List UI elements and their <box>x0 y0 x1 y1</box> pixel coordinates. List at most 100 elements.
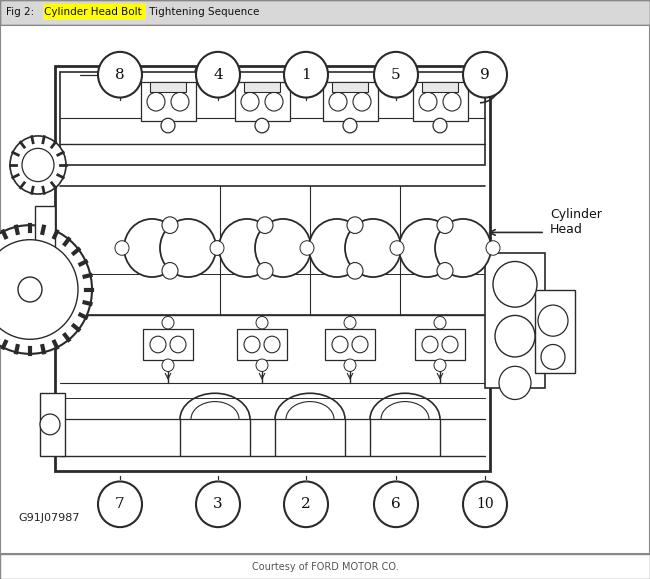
Circle shape <box>98 52 142 97</box>
Circle shape <box>306 241 320 255</box>
Circle shape <box>300 241 314 255</box>
Circle shape <box>434 359 446 372</box>
Circle shape <box>347 262 363 279</box>
Circle shape <box>0 240 78 339</box>
Circle shape <box>211 241 225 255</box>
Bar <box>141 82 196 122</box>
Bar <box>244 82 280 92</box>
Circle shape <box>329 92 347 111</box>
Circle shape <box>343 118 357 133</box>
Circle shape <box>284 482 328 527</box>
Bar <box>485 253 545 388</box>
Circle shape <box>332 336 348 353</box>
Circle shape <box>162 262 178 279</box>
Bar <box>40 393 65 456</box>
Bar <box>43 5 146 20</box>
Circle shape <box>147 92 165 111</box>
Circle shape <box>499 367 531 400</box>
Circle shape <box>196 482 240 527</box>
Circle shape <box>22 148 54 182</box>
Circle shape <box>486 241 500 255</box>
Circle shape <box>98 482 142 527</box>
Bar <box>422 82 458 92</box>
Text: 1: 1 <box>301 68 311 82</box>
Bar <box>413 82 468 122</box>
Circle shape <box>443 92 461 111</box>
Circle shape <box>161 118 175 133</box>
Circle shape <box>442 336 458 353</box>
Text: 4: 4 <box>213 68 223 82</box>
Text: 6: 6 <box>391 497 401 511</box>
Bar <box>60 72 485 165</box>
Circle shape <box>210 241 224 255</box>
Bar <box>35 207 55 253</box>
Text: G91J07987: G91J07987 <box>18 513 79 523</box>
Circle shape <box>257 217 273 233</box>
Circle shape <box>40 414 60 435</box>
Text: 3: 3 <box>213 497 223 511</box>
Circle shape <box>256 317 268 329</box>
Circle shape <box>463 482 507 527</box>
Bar <box>415 329 465 360</box>
Bar <box>237 329 287 360</box>
Circle shape <box>171 92 189 111</box>
Circle shape <box>419 92 437 111</box>
Bar <box>332 82 368 92</box>
Circle shape <box>344 359 356 372</box>
Circle shape <box>538 305 568 336</box>
Text: 7: 7 <box>115 497 125 511</box>
Bar <box>325 329 375 360</box>
Bar <box>55 67 490 471</box>
Circle shape <box>284 52 328 97</box>
Circle shape <box>435 219 491 277</box>
Circle shape <box>433 118 447 133</box>
Circle shape <box>257 262 273 279</box>
Circle shape <box>264 336 280 353</box>
Circle shape <box>463 52 507 97</box>
Text: 9: 9 <box>480 68 490 82</box>
Circle shape <box>150 336 166 353</box>
Circle shape <box>434 317 446 329</box>
Bar <box>535 290 575 372</box>
Circle shape <box>115 241 129 255</box>
Circle shape <box>160 219 216 277</box>
Circle shape <box>255 118 269 133</box>
Circle shape <box>374 52 418 97</box>
Circle shape <box>541 345 565 369</box>
Circle shape <box>344 317 356 329</box>
Circle shape <box>390 241 404 255</box>
Circle shape <box>265 92 283 111</box>
Bar <box>143 329 193 360</box>
Circle shape <box>0 225 92 354</box>
Circle shape <box>493 262 537 307</box>
Circle shape <box>255 219 311 277</box>
Bar <box>150 82 186 92</box>
Circle shape <box>244 336 260 353</box>
Circle shape <box>399 219 455 277</box>
Circle shape <box>309 219 365 277</box>
Circle shape <box>162 359 174 372</box>
Circle shape <box>437 262 453 279</box>
Text: Cylinder
Head: Cylinder Head <box>550 208 602 236</box>
Circle shape <box>219 219 275 277</box>
Circle shape <box>374 482 418 527</box>
Circle shape <box>124 219 180 277</box>
Circle shape <box>170 336 186 353</box>
Circle shape <box>162 317 174 329</box>
Text: Courtesy of FORD MOTOR CO.: Courtesy of FORD MOTOR CO. <box>252 562 398 571</box>
Circle shape <box>353 92 371 111</box>
Circle shape <box>345 219 401 277</box>
Circle shape <box>352 336 368 353</box>
Circle shape <box>396 241 410 255</box>
Text: Tightening Sequence: Tightening Sequence <box>146 8 259 17</box>
Text: 10: 10 <box>476 497 494 511</box>
Text: 2: 2 <box>301 497 311 511</box>
Text: 5: 5 <box>391 68 401 82</box>
Bar <box>323 82 378 122</box>
Circle shape <box>495 316 535 357</box>
Circle shape <box>347 217 363 233</box>
Circle shape <box>18 277 42 302</box>
Bar <box>235 82 290 122</box>
Circle shape <box>196 52 240 97</box>
Circle shape <box>422 336 438 353</box>
